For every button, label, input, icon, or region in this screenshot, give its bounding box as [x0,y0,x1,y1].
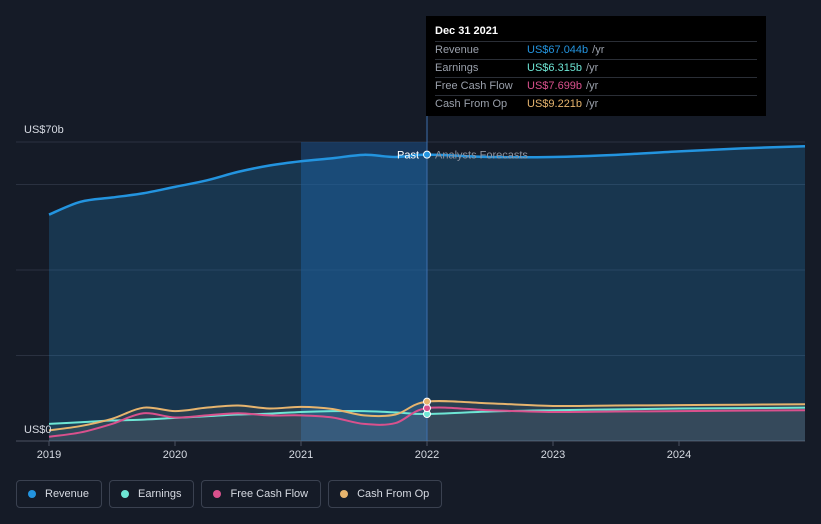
tooltip-row-free-cash-flow: Free Cash Flow US$7.699b /yr [435,77,757,95]
line-cash-from-op [48,400,806,432]
tooltip-row-earnings: Earnings US$6.315b /yr [435,59,757,77]
tooltip-label: Revenue [435,44,480,56]
point-revenue [423,150,431,159]
line-earnings [48,406,806,425]
legend-dot-icon [28,490,36,498]
legend-dot-icon [121,490,130,498]
legend-dot-icon [213,490,222,498]
tooltip-label: Free Cash Flow [435,80,513,92]
point-free-cash-flow [423,404,431,413]
legend-item-free-cash-flow[interactable]: Free Cash Flow [201,480,322,508]
legend: Revenue Earnings Free Cash Flow Cash Fro… [16,480,443,508]
past-label: Past [397,150,419,162]
tooltip-value: US$6.315b [527,62,583,74]
line-free-cash-flow [48,406,806,438]
legend-label: Cash From Op [357,488,430,500]
tooltip-value: US$9.221b [527,98,583,110]
x-tick-label: 2021 [289,449,313,461]
x-tick-label: 2019 [37,449,61,461]
x-tick-label: 2024 [667,449,691,461]
legend-label: Free Cash Flow [230,488,309,500]
tooltip: Dec 31 2021 Revenue US$67.044b /yr Earni… [426,16,766,116]
past-highlight-band [301,142,427,441]
legend-item-cash-from-op[interactable]: Cash From Op [328,480,443,508]
y-tick-label-top: US$70b [24,124,64,136]
tooltip-label: Earnings [435,62,479,74]
tooltip-unit: /yr [586,98,599,110]
hover-markers [423,150,431,419]
tooltip-value: US$7.699b [527,80,583,92]
line-revenue [48,145,806,216]
legend-item-earnings[interactable]: Earnings [109,480,195,508]
tooltip-value: US$67.044b [527,44,589,56]
x-tick-label: 2022 [415,449,439,461]
legend-label: Revenue [45,488,90,500]
chart-canvas: US$70b US$0 Past Analysts Forecasts 2019… [16,116,806,461]
forecast-label: Analysts Forecasts [435,150,528,162]
tooltip-date: Dec 31 2021 [435,25,498,37]
series-lines [48,145,806,438]
tooltip-row-revenue: Revenue US$67.044b /yr [435,41,757,59]
x-axis-ticks: 2019 2020 2021 2022 2023 2024 [37,441,691,461]
tooltip-unit: /yr [586,80,599,92]
point-cash-from-op [423,397,431,406]
y-tick-label-bottom: US$0 [24,424,52,436]
tooltip-unit: /yr [586,62,599,74]
tooltip-label: Cash From Op [435,98,508,110]
tooltip-row-cash-from-op: Cash From Op US$9.221b /yr [435,95,757,113]
legend-item-revenue[interactable]: Revenue [16,480,103,508]
legend-label: Earnings [138,488,182,500]
tooltip-unit: /yr [592,44,605,56]
x-tick-label: 2023 [541,449,565,461]
legend-dot-icon [340,490,349,498]
x-tick-label: 2020 [163,449,187,461]
